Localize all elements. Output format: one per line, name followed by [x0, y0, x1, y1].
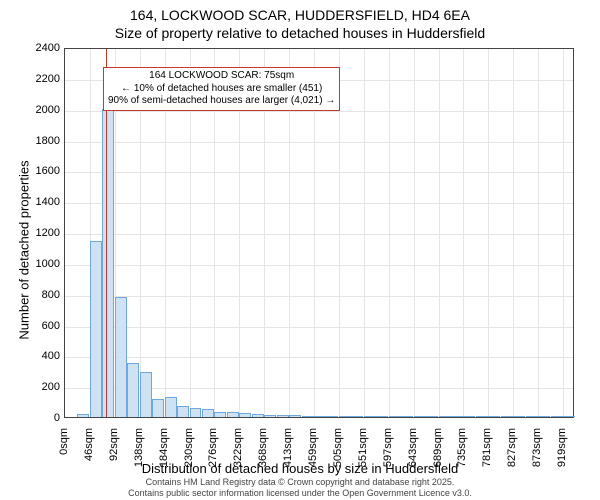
histogram-bar: [252, 414, 264, 417]
histogram-bar: [476, 416, 488, 417]
y-tick-label: 200: [20, 381, 60, 393]
histogram-bar: [551, 416, 563, 417]
histogram-bar: [264, 415, 276, 417]
histogram-bar: [526, 416, 538, 417]
title-block: 164, LOCKWOOD SCAR, HUDDERSFIELD, HD4 6E…: [0, 6, 600, 42]
histogram-bar: [488, 416, 500, 417]
y-tick-label: 2200: [20, 73, 60, 85]
histogram-bar: [239, 413, 251, 417]
gridline-h: [65, 142, 573, 143]
gridline-v: [463, 49, 464, 417]
gridline-h: [65, 203, 573, 204]
y-tick-label: 600: [20, 320, 60, 332]
gridline-v: [389, 49, 390, 417]
x-axis-label: Distribution of detached houses by size …: [0, 461, 600, 476]
histogram-bar: [364, 416, 376, 417]
histogram-bar: [177, 406, 189, 417]
histogram-bar: [351, 416, 363, 417]
gridline-v: [414, 49, 415, 417]
gridline-h: [65, 111, 573, 112]
gridline-v: [563, 49, 564, 417]
histogram-bar: [202, 409, 214, 417]
histogram-bar: [314, 416, 326, 417]
y-tick-label: 1400: [20, 196, 60, 208]
histogram-bar: [414, 416, 426, 417]
histogram-bar: [439, 416, 451, 417]
histogram-bar: [426, 416, 438, 417]
y-tick-label: 1800: [20, 135, 60, 147]
y-tick-label: 800: [20, 289, 60, 301]
histogram-bar: [451, 416, 463, 417]
histogram-bar: [339, 416, 351, 417]
histogram-bar: [463, 416, 475, 417]
histogram-bar: [289, 415, 301, 417]
footer-line-1: Contains HM Land Registry data © Crown c…: [0, 477, 600, 487]
gridline-h: [65, 327, 573, 328]
histogram-bar: [102, 109, 114, 417]
histogram-bar: [165, 397, 177, 417]
y-tick-label: 2000: [20, 104, 60, 116]
gridline-v: [439, 49, 440, 417]
gridline-h: [65, 265, 573, 266]
footer-line-2: Contains public sector information licen…: [0, 488, 600, 498]
gridline-v: [538, 49, 539, 417]
histogram-bar: [563, 416, 575, 417]
histogram-bar: [401, 416, 413, 417]
y-tick-label: 1200: [20, 227, 60, 239]
histogram-bar: [538, 416, 550, 417]
y-axis-label: Number of detached properties: [16, 160, 31, 339]
y-tick-label: 1000: [20, 258, 60, 270]
gridline-v: [488, 49, 489, 417]
annotation-line-3: 90% of semi-detached houses are larger (…: [108, 95, 335, 108]
footer: Contains HM Land Registry data © Crown c…: [0, 477, 600, 498]
histogram-bar: [140, 372, 152, 417]
histogram-bar: [115, 297, 127, 417]
title-line-1: 164, LOCKWOOD SCAR, HUDDERSFIELD, HD4 6E…: [0, 6, 600, 24]
gridline-h: [65, 357, 573, 358]
histogram-bar: [277, 415, 289, 417]
gridline-v: [364, 49, 365, 417]
histogram-bar: [77, 414, 89, 417]
gridline-h: [65, 234, 573, 235]
chart-container: 164, LOCKWOOD SCAR, HUDDERSFIELD, HD4 6E…: [0, 0, 600, 500]
histogram-bar: [90, 241, 102, 417]
annotation-line-1: 164 LOCKWOOD SCAR: 75sqm: [108, 70, 335, 83]
y-tick-label: 400: [20, 350, 60, 362]
gridline-v: [513, 49, 514, 417]
y-tick-label: 0: [20, 412, 60, 424]
histogram-bar: [513, 416, 525, 417]
gridline-h: [65, 172, 573, 173]
gridline-h: [65, 296, 573, 297]
plot-area: 164 LOCKWOOD SCAR: 75sqm← 10% of detache…: [64, 48, 574, 418]
histogram-bar: [190, 408, 202, 417]
histogram-bar: [127, 363, 139, 417]
histogram-bar: [214, 412, 226, 417]
histogram-bar: [376, 416, 388, 417]
y-tick-label: 2400: [20, 42, 60, 54]
annotation-line-2: ← 10% of detached houses are smaller (45…: [108, 83, 335, 96]
histogram-bar: [501, 416, 513, 417]
histogram-bar: [302, 416, 314, 417]
title-line-2: Size of property relative to detached ho…: [0, 24, 600, 42]
y-tick-label: 1600: [20, 165, 60, 177]
histogram-bar: [389, 416, 401, 417]
annotation-box: 164 LOCKWOOD SCAR: 75sqm← 10% of detache…: [103, 67, 340, 111]
histogram-bar: [152, 399, 164, 418]
histogram-bar: [326, 416, 338, 417]
histogram-bar: [227, 412, 239, 417]
